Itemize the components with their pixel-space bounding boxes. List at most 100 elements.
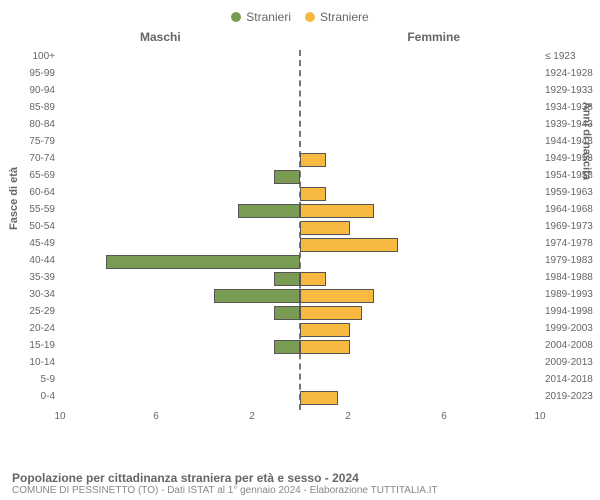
- age-row: [60, 118, 540, 132]
- ylabel-age: 65-69: [0, 169, 55, 183]
- ylabel-birth: 1944-1948: [545, 135, 600, 149]
- ylabel-age: 90-94: [0, 84, 55, 98]
- age-row: [60, 305, 540, 319]
- age-row: [60, 50, 540, 64]
- age-row: [60, 169, 540, 183]
- bar-male: [274, 340, 300, 354]
- xtick: 6: [153, 411, 159, 422]
- bar-female: [300, 238, 398, 252]
- ylabel-birth: 2019-2023: [545, 390, 600, 404]
- age-row: [60, 373, 540, 387]
- bar-female: [300, 306, 362, 320]
- age-row: [60, 152, 540, 166]
- bar-male: [106, 255, 300, 269]
- ylabel-birth: 1939-1943: [545, 118, 600, 132]
- pyramid-chart: StranieriStraniere Fasce di età Anni di …: [0, 0, 600, 500]
- bar-female: [300, 272, 326, 286]
- bar-male: [274, 306, 300, 320]
- ylabel-birth: 2009-2013: [545, 356, 600, 370]
- xtick: 10: [54, 411, 65, 422]
- ylabel-age: 60-64: [0, 186, 55, 200]
- bar-female: [300, 187, 326, 201]
- ylabel-age: 25-29: [0, 305, 55, 319]
- ylabel-birth: 2004-2008: [545, 339, 600, 353]
- ylabel-age: 55-59: [0, 203, 55, 217]
- ylabel-age: 100+: [0, 50, 55, 64]
- age-row: [60, 390, 540, 404]
- ylabel-birth: 1974-1978: [545, 237, 600, 251]
- ylabel-age: 20-24: [0, 322, 55, 336]
- ylabel-birth: 1984-1988: [545, 271, 600, 285]
- ylabel-birth: 1979-1983: [545, 254, 600, 268]
- ylabel-age: 0-4: [0, 390, 55, 404]
- ylabel-age: 50-54: [0, 220, 55, 234]
- ylabel-age: 75-79: [0, 135, 55, 149]
- plot-area: Maschi Femmine 100+≤ 192395-991924-19289…: [60, 30, 540, 440]
- bar-female: [300, 221, 350, 235]
- ylabel-birth: 1994-1998: [545, 305, 600, 319]
- caption-subtitle: COMUNE DI PESSINETTO (TO) - Dati ISTAT a…: [12, 485, 438, 496]
- caption: Popolazione per cittadinanza straniera p…: [12, 471, 438, 496]
- bar-male: [238, 204, 300, 218]
- ylabel-birth: 1989-1993: [545, 288, 600, 302]
- ylabel-birth: 1954-1958: [545, 169, 600, 183]
- age-row: [60, 288, 540, 302]
- legend-item: Stranieri: [231, 6, 291, 28]
- bar-male: [214, 289, 300, 303]
- age-row: [60, 101, 540, 115]
- bar-female: [300, 289, 374, 303]
- ylabel-birth: 1949-1953: [545, 152, 600, 166]
- xtick: 2: [345, 411, 351, 422]
- ylabel-age: 95-99: [0, 67, 55, 81]
- legend-label: Straniere: [320, 10, 369, 24]
- age-row: [60, 203, 540, 217]
- bar-female: [300, 391, 338, 405]
- ylabel-birth: 1999-2003: [545, 322, 600, 336]
- bars-region: [60, 50, 540, 410]
- heading-female: Femmine: [407, 30, 460, 44]
- ylabel-birth: 1969-1973: [545, 220, 600, 234]
- legend-swatch: [305, 12, 315, 22]
- ylabel-age: 85-89: [0, 101, 55, 115]
- ylabel-age: 10-14: [0, 356, 55, 370]
- age-row: [60, 254, 540, 268]
- ylabel-age: 5-9: [0, 373, 55, 387]
- bar-male: [274, 170, 300, 184]
- legend: Stranieri Straniere: [0, 0, 600, 28]
- legend-label: Stranieri: [246, 10, 291, 24]
- bar-male: [274, 272, 300, 286]
- ylabel-birth: 1929-1933: [545, 84, 600, 98]
- age-row: [60, 84, 540, 98]
- age-row: [60, 67, 540, 81]
- age-row: [60, 135, 540, 149]
- ylabel-birth: 1924-1928: [545, 67, 600, 81]
- legend-swatch: [231, 12, 241, 22]
- ylabel-age: 70-74: [0, 152, 55, 166]
- caption-title: Popolazione per cittadinanza straniera p…: [12, 471, 438, 485]
- legend-item: Straniere: [305, 6, 369, 28]
- ylabel-birth: 1964-1968: [545, 203, 600, 217]
- xtick: 10: [534, 411, 545, 422]
- bar-female: [300, 204, 374, 218]
- ylabel-age: 35-39: [0, 271, 55, 285]
- ylabel-birth: 2014-2018: [545, 373, 600, 387]
- ylabel-age: 45-49: [0, 237, 55, 251]
- bar-female: [300, 323, 350, 337]
- ylabel-birth: ≤ 1923: [545, 50, 600, 64]
- ylabel-birth: 1959-1963: [545, 186, 600, 200]
- heading-male: Maschi: [140, 30, 181, 44]
- xtick: 6: [441, 411, 447, 422]
- age-row: [60, 356, 540, 370]
- ylabel-age: 40-44: [0, 254, 55, 268]
- ylabel-age: 30-34: [0, 288, 55, 302]
- xtick: 2: [249, 411, 255, 422]
- age-row: [60, 322, 540, 336]
- age-row: [60, 220, 540, 234]
- age-row: [60, 186, 540, 200]
- bar-female: [300, 340, 350, 354]
- ylabel-age: 80-84: [0, 118, 55, 132]
- ylabel-birth: 1934-1938: [545, 101, 600, 115]
- age-row: [60, 237, 540, 251]
- bar-female: [300, 153, 326, 167]
- ylabel-age: 15-19: [0, 339, 55, 353]
